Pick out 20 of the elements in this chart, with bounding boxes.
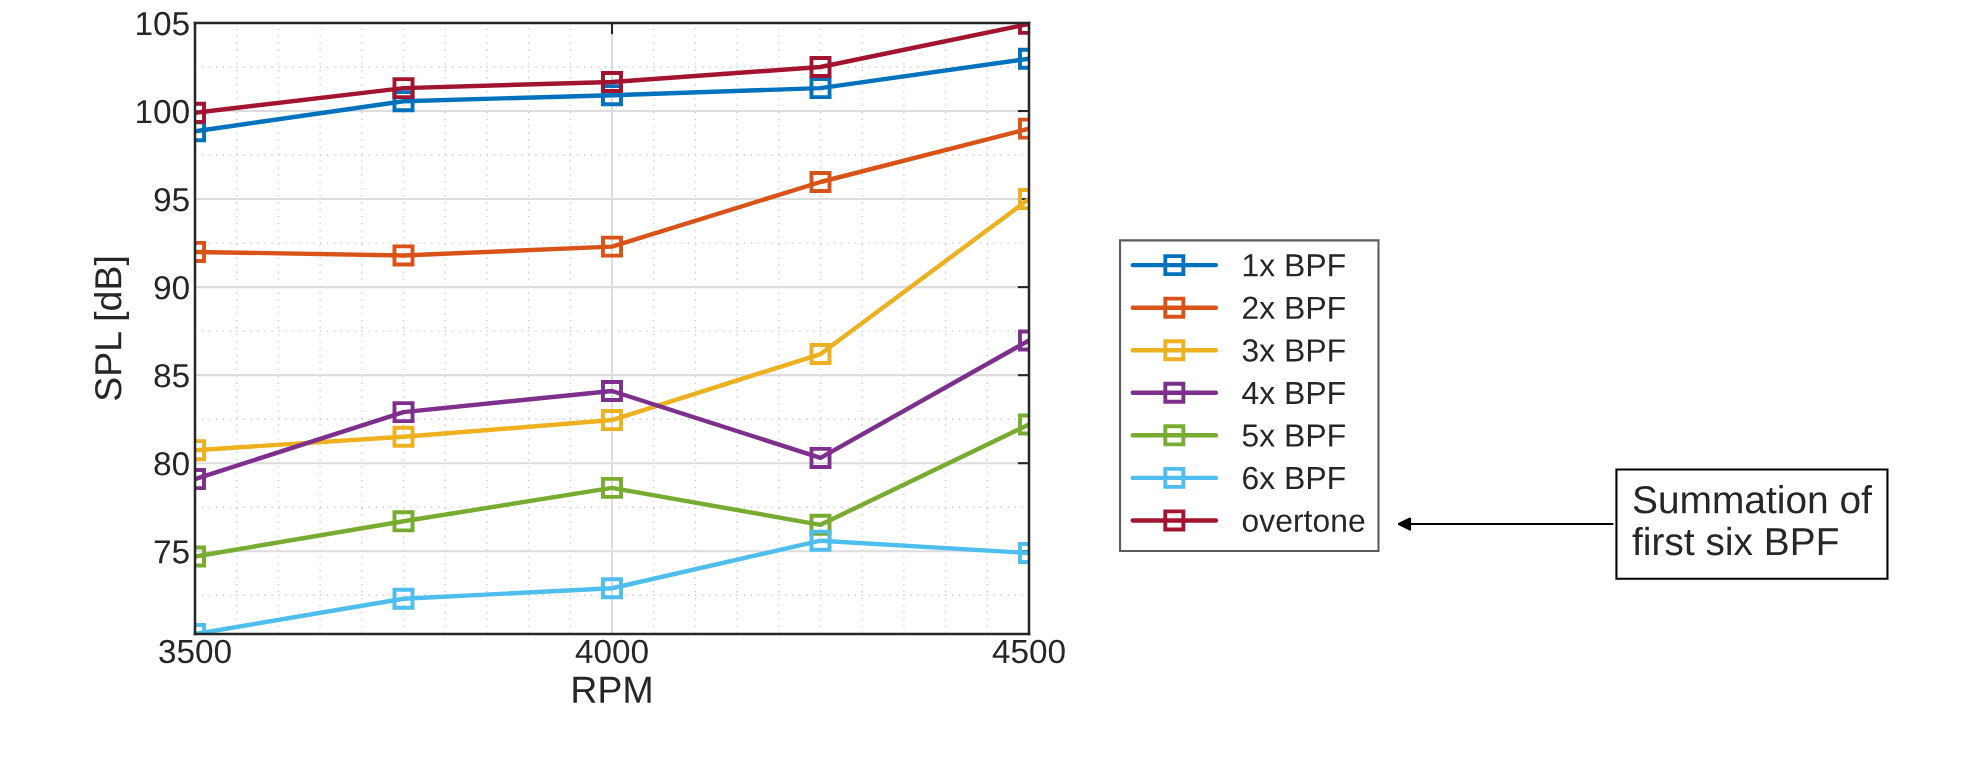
y-tick-label: 105: [137, 11, 189, 36]
y-tick-label: 80: [154, 452, 189, 476]
legend-label: 1x BPF: [1243, 254, 1345, 277]
x-axis-title: RPM: [573, 676, 651, 703]
y-axis-title: SPL [dB]: [94, 257, 129, 401]
legend-label: 3x BPF: [1242, 339, 1345, 362]
y-tick-label: 100: [137, 99, 189, 124]
x-tick-label: 4500: [992, 639, 1065, 664]
legend-label: 5x BPF: [1242, 424, 1345, 447]
x-tick-label: 4000: [575, 639, 648, 664]
legend-label: 2x BPF: [1243, 296, 1345, 319]
legend-label: 4x BPF: [1242, 381, 1345, 404]
legend-label: 6x BPF: [1243, 466, 1345, 490]
text: Summation of first six BPF: [1632, 484, 1872, 556]
y-tick-label: 90: [154, 275, 189, 300]
y-tick-label: 95: [154, 187, 189, 212]
x-tick-label: 3500: [159, 639, 231, 664]
y-tick-label: 75: [154, 540, 189, 564]
legend-label: overtone: [1242, 510, 1365, 532]
y-tick-label: 85: [154, 363, 189, 388]
